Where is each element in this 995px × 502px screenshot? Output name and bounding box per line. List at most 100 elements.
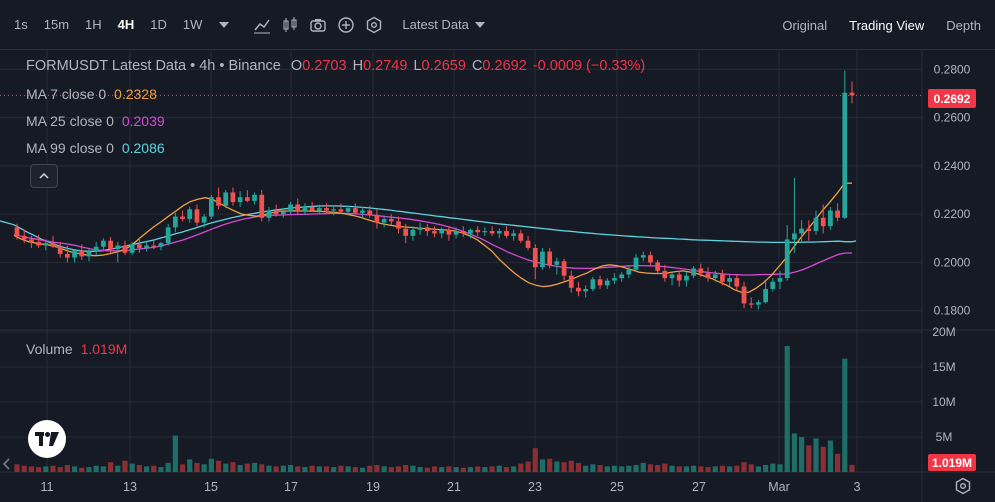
candle-body: [453, 231, 459, 235]
volume-bar: [403, 465, 409, 472]
candle-body: [14, 227, 20, 236]
price-tick-label: 0.2800: [934, 62, 971, 76]
change-value: -0.0009 (−0.33%): [532, 58, 646, 74]
volume-bar: [719, 465, 726, 472]
candle: [432, 226, 437, 238]
candle: [633, 253, 639, 273]
timeframe-1s[interactable]: 1s: [14, 17, 28, 32]
timeframe-4h[interactable]: 4H: [117, 17, 135, 32]
candle: [158, 241, 164, 251]
candle-body: [597, 279, 603, 286]
candle: [295, 198, 301, 215]
volume-bar: [791, 433, 798, 472]
candle: [367, 205, 373, 218]
candle: [403, 223, 409, 244]
volume-bar: [489, 466, 495, 472]
open-key: O: [290, 58, 303, 74]
ohlc-legend: FORMUSDT Latest Data • 4h • Binance O0.2…: [26, 58, 645, 74]
last-price-tag: 0.2692: [928, 89, 976, 108]
last-volume-tag: 1.019M: [928, 454, 976, 471]
timeframe-group: 1s 15m 1H 4H 1D 1W: [0, 17, 210, 32]
close-key: C: [471, 58, 483, 74]
candle-body: [180, 216, 185, 219]
price-tick-label: 0.1800: [934, 304, 971, 318]
candle: [439, 227, 445, 239]
candle-body: [136, 244, 142, 248]
candle-body: [460, 231, 466, 234]
candle: [453, 227, 459, 239]
candle-body: [115, 245, 121, 250]
candle-body: [374, 215, 380, 223]
candles: [14, 70, 855, 310]
candle: [194, 204, 200, 227]
volume-bar: [100, 466, 106, 472]
timeframe-1h[interactable]: 1H: [85, 17, 102, 32]
volume-bar: [93, 465, 99, 472]
price-tick-label: 0.2400: [934, 159, 971, 173]
candle-body: [532, 247, 538, 268]
candle-body: [705, 273, 711, 279]
candle-body: [280, 211, 286, 215]
view-depth[interactable]: Depth: [946, 17, 981, 33]
view-original[interactable]: Original: [782, 17, 828, 33]
candle-body: [288, 204, 293, 212]
chart-settings-button[interactable]: [952, 475, 974, 497]
chevron-down-icon[interactable]: [210, 11, 238, 39]
candle-body: [612, 278, 617, 281]
candle-body: [554, 261, 560, 265]
candle-body: [158, 243, 164, 247]
candle-body: [482, 231, 488, 233]
volume-bar: [561, 462, 567, 472]
candle-body: [259, 194, 265, 218]
volume-bar: [482, 467, 488, 472]
candle-body: [122, 245, 128, 253]
candle-body: [338, 209, 344, 212]
candle: [612, 273, 617, 285]
view-trading-view[interactable]: Trading View: [849, 17, 925, 33]
scroll-left-icon[interactable]: [2, 458, 12, 472]
candle-body: [633, 257, 639, 270]
candles-icon[interactable]: [276, 11, 304, 39]
latest-data-dropdown[interactable]: Latest Data: [402, 17, 485, 32]
tradingview-logo[interactable]: [28, 420, 66, 458]
candle-body: [842, 92, 848, 218]
volume-bar: [86, 467, 92, 472]
candle-body: [619, 274, 625, 279]
camera-icon[interactable]: [304, 11, 332, 39]
volume-tick-label: 20M: [932, 325, 955, 339]
volume-bar: [21, 465, 27, 472]
settings-hex-icon[interactable]: [360, 11, 388, 39]
candle: [72, 249, 77, 263]
volume-bar: [338, 465, 344, 472]
candle: [604, 278, 610, 289]
candle: [684, 272, 689, 287]
price-tick-label: 0.2200: [934, 207, 971, 221]
add-circle-icon[interactable]: [332, 11, 360, 39]
candle-body: [712, 274, 718, 279]
candle: [259, 190, 265, 222]
candle-body: [547, 251, 553, 265]
timeframe-15m[interactable]: 15m: [43, 17, 70, 32]
collapse-legend-button[interactable]: [30, 164, 58, 188]
candle-body: [417, 227, 423, 230]
volume-bar: [381, 466, 387, 472]
candle: [115, 241, 121, 263]
timeframe-1w[interactable]: 1W: [182, 17, 203, 32]
candle-body: [777, 278, 783, 282]
ma25-legend: MA 25 close 0 0.2039: [26, 113, 165, 129]
ma7-line: [13, 182, 852, 293]
candle: [698, 263, 704, 277]
time-tick-label: 15: [204, 480, 218, 494]
candle-body: [770, 281, 776, 289]
time-axis: 11 13 15 17 19 21 23 25 27 Mar 3: [41, 480, 861, 494]
timeframe-1d[interactable]: 1D: [150, 17, 167, 32]
low-value: 0.2659: [421, 58, 466, 74]
candle-body: [763, 288, 768, 303]
indicators-icon[interactable]: [248, 11, 276, 39]
volume-bar: [748, 464, 754, 472]
candle-body: [36, 241, 41, 246]
candle: [93, 241, 99, 256]
volume-bar: [331, 467, 337, 472]
candle-body: [86, 251, 92, 257]
